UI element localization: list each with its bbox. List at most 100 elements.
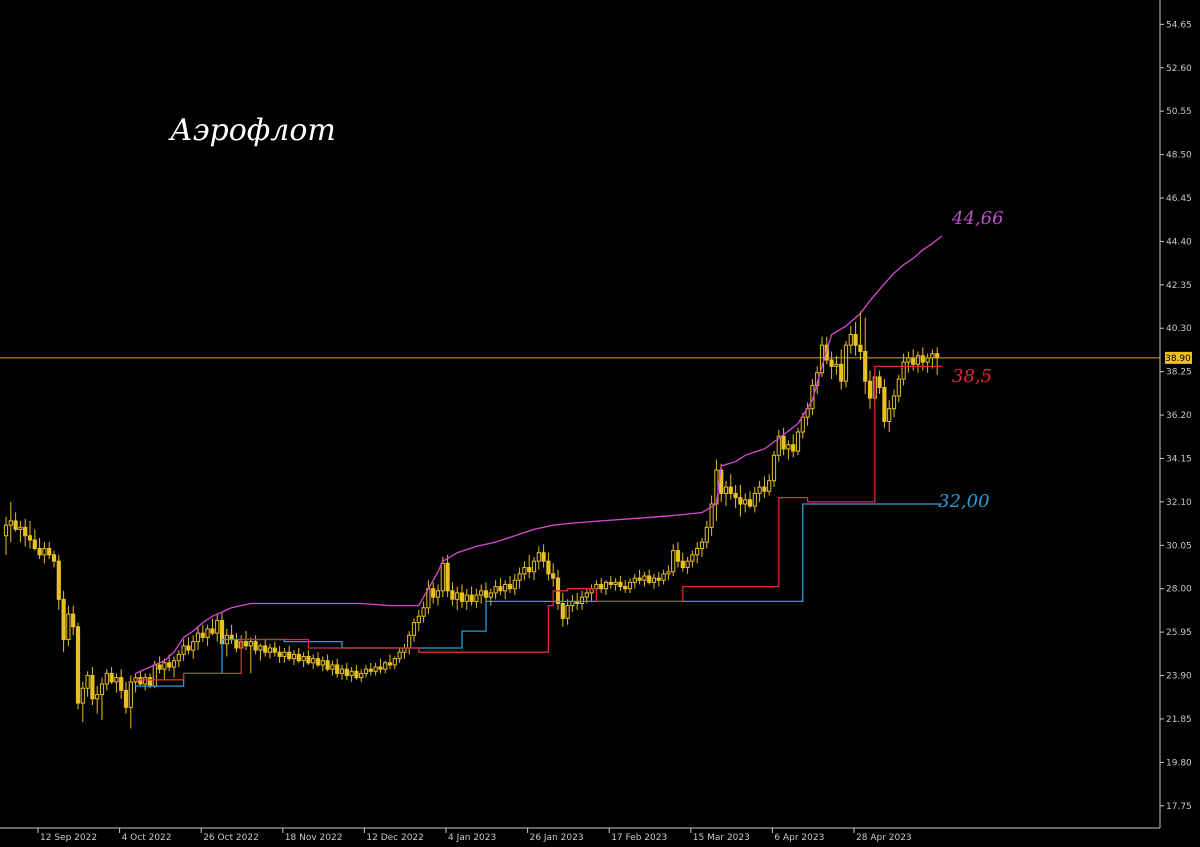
- candle: [263, 639, 268, 657]
- y-tick-label: 25.95: [1166, 628, 1192, 638]
- candle: [311, 654, 316, 670]
- candle: [599, 578, 604, 593]
- candle: [392, 656, 397, 670]
- candle: [459, 584, 465, 608]
- y-axis-ticks: 54.65 52.60 50.55 48.50 46.45 44.40 42.35 40.30…: [1160, 20, 1192, 812]
- candle: [18, 520, 23, 543]
- candle: [546, 552, 551, 581]
- y-tick-label: 32.10: [1166, 498, 1192, 508]
- candle: [186, 637, 191, 655]
- candle: [325, 654, 330, 672]
- y-tick-label: 21.85: [1166, 715, 1192, 725]
- annotation-upper-band: 44,66: [951, 208, 1004, 229]
- candle: [320, 656, 325, 672]
- candle: [877, 370, 882, 394]
- candle: [709, 495, 714, 536]
- candle: [507, 576, 513, 593]
- candle: [411, 618, 417, 642]
- candle: [541, 544, 546, 568]
- candle: [474, 588, 479, 608]
- candle: [435, 584, 441, 606]
- candle: [66, 605, 71, 646]
- candle: [512, 573, 517, 596]
- candle: [637, 569, 642, 585]
- candle: [354, 664, 359, 680]
- candle: [330, 660, 335, 676]
- upper-band-early-line: [135, 611, 223, 674]
- x-tick-label: 28 Apr 2023: [856, 833, 912, 843]
- candles-layer: [3, 311, 940, 729]
- x-tick-label: 15 Mar 2023: [693, 833, 750, 843]
- candle: [623, 580, 628, 593]
- y-tick-label: 44.40: [1166, 237, 1192, 247]
- candle: [291, 650, 297, 665]
- x-tick-label: 26 Jan 2023: [530, 833, 584, 843]
- x-tick-label: 12 Dec 2022: [366, 833, 424, 843]
- candle: [397, 648, 402, 663]
- candle: [464, 588, 469, 610]
- candle: [632, 573, 637, 589]
- x-tick-label: 4 Jan 2023: [448, 833, 496, 843]
- candle: [685, 556, 690, 574]
- candle: [272, 641, 277, 657]
- candle: [349, 667, 354, 682]
- candle: [205, 624, 210, 646]
- chart-title: Аэрофлот: [168, 113, 336, 148]
- candle: [738, 484, 743, 517]
- candle: [282, 648, 287, 663]
- candle: [157, 656, 162, 674]
- candle: [656, 571, 661, 587]
- candle: [522, 561, 527, 581]
- candle: [191, 635, 196, 659]
- candle: [829, 351, 834, 380]
- x-tick-label: 12 Sep 2022: [40, 833, 97, 843]
- y-tick-label: 52.60: [1166, 64, 1192, 74]
- y-tick-label: 19.80: [1166, 758, 1192, 768]
- y-tick-label: 30.05: [1166, 541, 1192, 551]
- candle: [536, 546, 541, 570]
- candle: [891, 389, 897, 418]
- candle: [743, 493, 748, 513]
- candle: [253, 635, 258, 655]
- candle: [882, 379, 887, 428]
- candle: [248, 637, 253, 674]
- annotation-red-level: 38,5: [952, 366, 992, 387]
- candle: [85, 671, 90, 697]
- candle: [119, 669, 124, 699]
- candle: [776, 429, 781, 462]
- candle: [440, 556, 445, 598]
- candle: [363, 664, 369, 678]
- candle: [128, 675, 133, 729]
- candle: [901, 353, 906, 386]
- candle: [771, 451, 777, 488]
- candle: [747, 491, 753, 509]
- candle: [210, 618, 215, 636]
- candle: [603, 580, 609, 596]
- candle: [647, 569, 652, 585]
- candle: [848, 326, 853, 354]
- candle: [109, 667, 114, 684]
- candle: [781, 427, 786, 456]
- y-tick-label: 28.00: [1166, 585, 1192, 595]
- candle: [123, 681, 129, 714]
- candle: [728, 474, 733, 500]
- candle: [531, 556, 537, 581]
- candle: [32, 529, 37, 551]
- y-tick-label: 48.50: [1166, 151, 1192, 161]
- candle: [498, 578, 503, 596]
- candle: [56, 554, 61, 610]
- candle: [661, 569, 666, 585]
- candle: [695, 542, 700, 564]
- candle: [3, 516, 9, 555]
- candle: [383, 660, 388, 674]
- y-tick-label: 17.75: [1166, 802, 1192, 812]
- candle: [421, 601, 426, 623]
- candle: [143, 673, 148, 691]
- candle: [90, 667, 95, 706]
- candle: [138, 671, 143, 687]
- candle: [839, 349, 844, 390]
- x-tick-label: 18 Nov 2022: [285, 833, 343, 843]
- candle: [258, 643, 263, 661]
- candle: [699, 537, 705, 557]
